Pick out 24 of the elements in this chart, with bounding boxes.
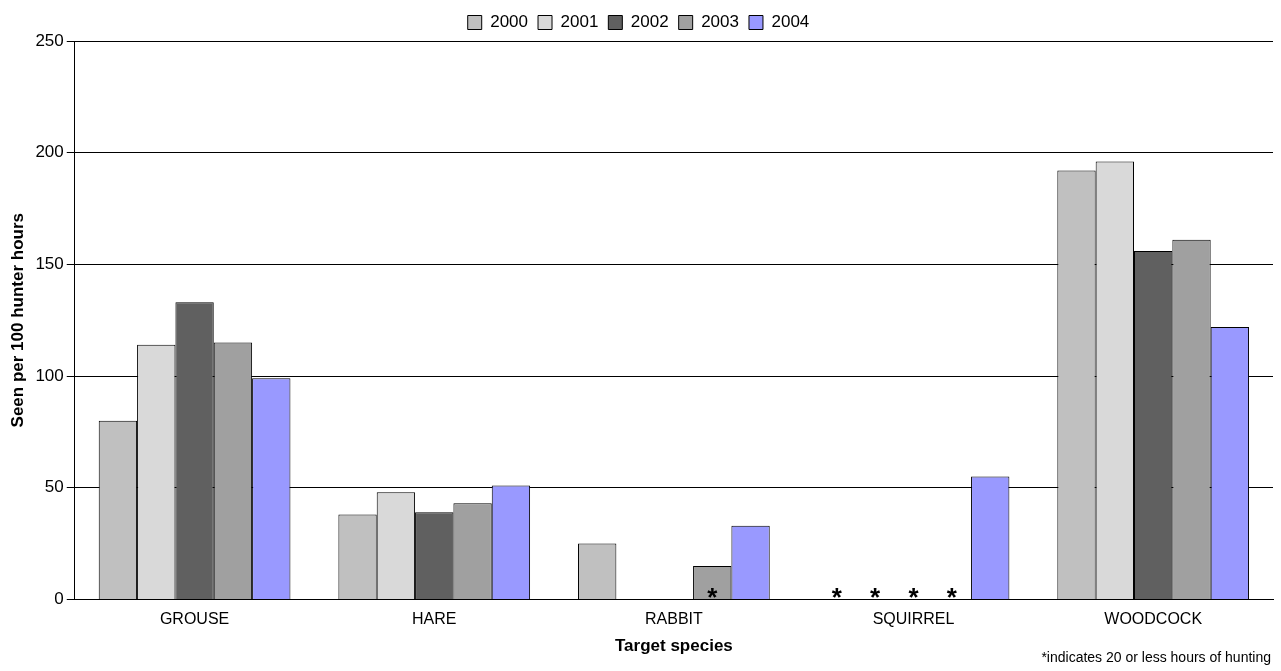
y-tick-label: 0 [54, 589, 64, 609]
legend-label: 2004 [771, 12, 810, 32]
y-tick-label: 150 [35, 254, 64, 274]
x-axis-title: Target species [614, 636, 733, 656]
text: * [946, 581, 957, 612]
y-tick-label: 200 [35, 142, 64, 162]
text: *indicates 20 or less hours of hunting [1041, 648, 1271, 665]
text: * [908, 581, 919, 612]
legend-label: 2003 [701, 12, 739, 32]
legend-label: 2001 [560, 12, 599, 32]
y-tick-label: 100 [35, 365, 64, 385]
x-tick-label: HARE [412, 610, 457, 628]
y-tick-label: 50 [44, 477, 64, 497]
legend-label: 2000 [490, 12, 529, 32]
x-tick-label: RABBIT [644, 610, 703, 628]
text: * [831, 581, 842, 612]
x-tick-label: SQUIRREL [872, 610, 955, 628]
legend-label: 2002 [630, 12, 669, 32]
y-axis-title: Seen per 100 hunter hours [7, 212, 27, 428]
text: * [870, 581, 881, 612]
x-tick-label: WOODCOCK [1104, 610, 1203, 628]
data-label: * [707, 581, 719, 612]
y-tick-label: 250 [35, 30, 64, 50]
x-tick-label: GROUSE [159, 610, 230, 628]
